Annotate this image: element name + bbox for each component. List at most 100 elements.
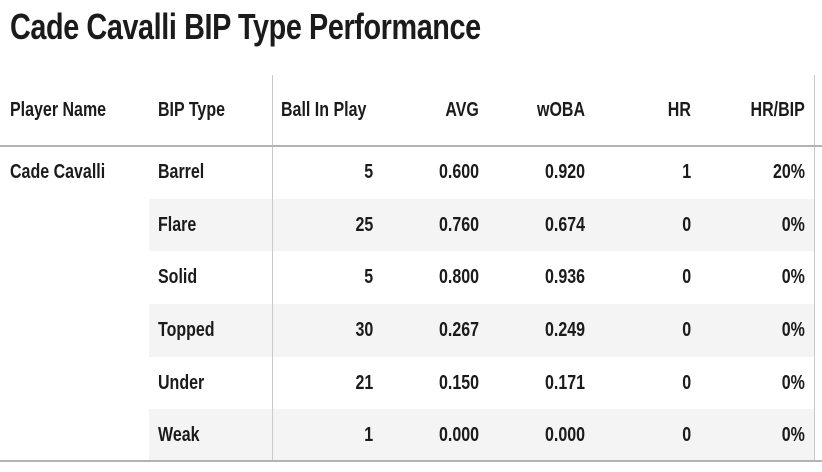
cell-text: 0.936: [544, 266, 585, 289]
table-row: Under 21 0.150 0.171 0 0%: [0, 357, 815, 410]
cell-avg: 0.267: [376, 304, 481, 357]
cell-text: 0.920: [544, 160, 585, 183]
cell-avg: 0.760: [376, 198, 481, 252]
cell-text: Weak: [158, 424, 200, 447]
cell-text: 0: [682, 424, 691, 447]
cell-text: 21: [355, 371, 373, 394]
cell-bip-type: Topped: [149, 304, 272, 357]
cell-bip-type: Weak: [149, 409, 272, 463]
cell-text: 0.674: [544, 213, 585, 236]
header-player-name: Player Name: [0, 75, 149, 146]
column-divider-line: [272, 75, 273, 462]
cell-text: 0.150: [438, 371, 479, 394]
cell-text: 0%: [781, 213, 805, 236]
cell-ball-in-play: 1: [272, 409, 376, 463]
cell-text: 0: [682, 318, 691, 341]
page-title-text: Cade Cavalli BIP Type Performance: [10, 6, 481, 47]
cell-bip-type: Under: [149, 357, 272, 410]
cell-hr-bip: 0%: [693, 357, 815, 410]
table-body: Cade Cavalli Barrel 5 0.600 0.920 1 20% Flare 25…: [0, 146, 815, 463]
cell-avg: 0.150: [376, 357, 481, 410]
cell-text: 0.760: [438, 213, 479, 236]
cell-bip-type: Barrel: [149, 146, 272, 199]
cell-text: Topped: [158, 318, 215, 341]
cell-text: Barrel: [158, 160, 205, 183]
header-bip-type: BIP Type: [149, 75, 272, 146]
cell-text: 0.249: [544, 318, 585, 341]
cell-text: 0.000: [438, 424, 479, 447]
cell-text: 5: [364, 160, 373, 183]
cell-woba: 0.920: [481, 146, 589, 199]
cell-text: 0.267: [438, 318, 479, 341]
cell-text: 0%: [781, 424, 805, 447]
table-header-row: Player Name BIP Type Ball In Play AVG wO…: [0, 75, 815, 146]
table-row: Solid 5 0.800 0.936 0 0%: [0, 251, 815, 304]
cell-hr-bip: 0%: [693, 198, 815, 252]
cell-ball-in-play: 30: [272, 304, 376, 357]
cell-text: 0: [682, 213, 691, 236]
page-title: Cade Cavalli BIP Type Performance: [10, 6, 598, 48]
header-hr-bip: HR/BIP: [693, 75, 815, 146]
cell-woba: 0.936: [481, 251, 589, 304]
cell-text: 25: [355, 213, 373, 236]
cell-hr: 0: [589, 357, 693, 410]
header-label: HR/BIP: [750, 99, 805, 121]
bip-performance-table: Player Name BIP Type Ball In Play AVG wO…: [0, 75, 815, 463]
cell-player-name: Cade Cavalli: [0, 146, 149, 199]
cell-text: 0.000: [544, 424, 585, 447]
table-row: Weak 1 0.000 0.000 0 0%: [0, 409, 815, 463]
cell-ball-in-play: 5: [272, 251, 376, 304]
cell-woba: 0.249: [481, 304, 589, 357]
cell-ball-in-play: 25: [272, 198, 376, 252]
cell-hr: 1: [589, 146, 693, 199]
cell-text: Cade Cavalli: [10, 160, 106, 183]
header-label: wOBA: [537, 99, 585, 121]
cell-avg: 0.000: [376, 409, 481, 463]
cell-text: Flare: [158, 213, 197, 236]
cell-text: 0%: [781, 266, 805, 289]
cell-text: 0%: [781, 318, 805, 341]
cell-hr-bip: 0%: [693, 251, 815, 304]
cell-woba: 0.171: [481, 357, 589, 410]
cell-ball-in-play: 21: [272, 357, 376, 410]
cell-text: 1: [682, 160, 691, 183]
cell-avg: 0.600: [376, 146, 481, 199]
header-label: AVG: [445, 99, 479, 121]
cell-text: 5: [364, 266, 373, 289]
header-label: Ball In Play: [281, 99, 367, 121]
header-avg: AVG: [376, 75, 481, 146]
cell-text: 30: [355, 318, 373, 341]
header-label: Player Name: [10, 99, 107, 121]
table-right-border-line: [814, 75, 815, 462]
cell-hr-bip: 0%: [693, 409, 815, 463]
header-hr: HR: [589, 75, 693, 146]
cell-text: Solid: [158, 266, 198, 289]
table-row: Cade Cavalli Barrel 5 0.600 0.920 1 20%: [0, 146, 815, 199]
cell-bip-type: Flare: [149, 198, 272, 252]
cell-player-name: [0, 409, 149, 462]
table-row: Topped 30 0.267 0.249 0 0%: [0, 304, 815, 357]
cell-ball-in-play: 5: [272, 146, 376, 199]
header-label: BIP Type: [158, 99, 225, 121]
cell-text: 0.171: [544, 371, 585, 394]
cell-hr: 0: [589, 304, 693, 357]
cell-hr-bip: 0%: [693, 304, 815, 357]
cell-text: 0: [682, 371, 691, 394]
cell-woba: 0.000: [481, 409, 589, 463]
header-label: HR: [667, 99, 691, 121]
cell-text: 0%: [781, 371, 805, 394]
cell-player-name: [0, 199, 149, 252]
table-row: Flare 25 0.760 0.674 0 0%: [0, 198, 815, 252]
cell-text: 20%: [772, 160, 805, 183]
cell-hr-bip: 20%: [693, 146, 815, 199]
cell-bip-type: Solid: [149, 251, 272, 304]
header-bottom-rule: [0, 145, 822, 147]
cell-text: 0: [682, 266, 691, 289]
header-ball-in-play: Ball In Play: [272, 75, 376, 146]
cell-text: 0.600: [438, 160, 479, 183]
cell-woba: 0.674: [481, 198, 589, 252]
cell-player-name: [0, 251, 149, 304]
cell-avg: 0.800: [376, 251, 481, 304]
table-bottom-rule: [0, 460, 822, 462]
